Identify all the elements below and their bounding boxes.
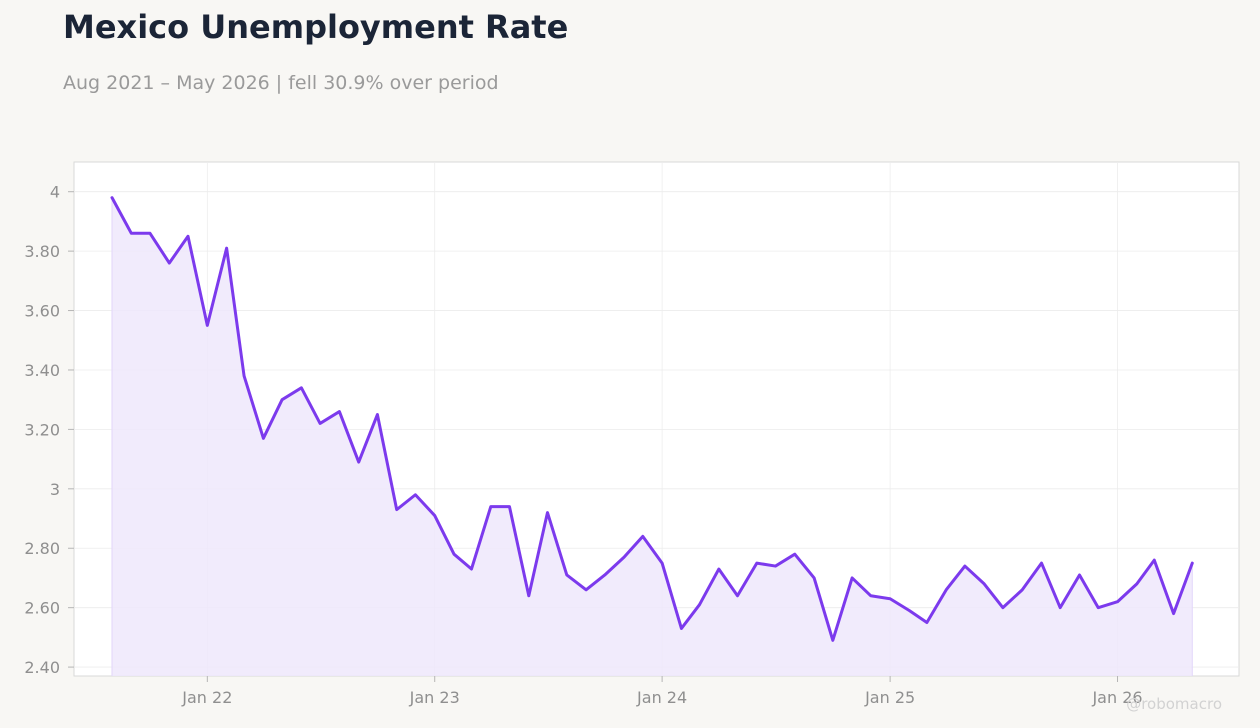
data-point (262, 437, 265, 440)
y-tick-label: 2.60 (24, 599, 60, 618)
data-point (1021, 588, 1024, 591)
x-axis: Jan 22 Jan 23 Jan 24 Jan 25 Jan 26 (181, 676, 1143, 707)
data-point (111, 196, 114, 199)
data-point (945, 588, 948, 591)
data-point (641, 535, 644, 538)
data-point (680, 627, 683, 630)
data-point (831, 639, 834, 642)
chart-subtitle: Aug 2021 – May 2026 | fell 30.9% over pe… (63, 72, 499, 94)
data-point (1191, 562, 1194, 565)
data-point (736, 594, 739, 597)
data-point (717, 568, 720, 571)
data-point (300, 386, 303, 389)
data-point (414, 493, 417, 496)
series-layer (110, 196, 1194, 676)
data-point (206, 324, 209, 327)
chart-title: Mexico Unemployment Rate (63, 8, 569, 46)
x-tick-label: Jan 23 (409, 688, 460, 707)
data-point (565, 573, 568, 576)
data-point (489, 505, 492, 508)
data-point (1135, 582, 1138, 585)
data-point (1040, 562, 1043, 565)
data-point (963, 565, 966, 568)
data-point (661, 562, 664, 565)
data-point (433, 514, 436, 517)
x-tick-label: Jan 26 (1091, 688, 1142, 707)
data-point (889, 597, 892, 600)
data-point (243, 374, 246, 377)
data-point (774, 565, 777, 568)
data-point (908, 609, 911, 612)
data-point (1153, 559, 1156, 562)
data-point (1172, 612, 1175, 615)
data-point (813, 576, 816, 579)
data-point (319, 422, 322, 425)
data-point (1059, 606, 1062, 609)
y-tick-label: 3.80 (24, 242, 60, 261)
data-point (527, 594, 530, 597)
y-tick-label: 3.40 (24, 361, 60, 380)
x-tick-label: Jan 25 (864, 688, 915, 707)
data-point (983, 582, 986, 585)
data-point (755, 562, 758, 565)
data-point (1097, 606, 1100, 609)
data-point (1001, 606, 1004, 609)
data-point (130, 232, 133, 235)
data-point (925, 621, 928, 624)
data-point (470, 568, 473, 571)
y-tick-label: 2.80 (24, 539, 60, 558)
data-point (453, 553, 456, 556)
y-tick-label: 4 (50, 183, 60, 202)
data-point (168, 262, 171, 265)
y-tick-label: 3.20 (24, 420, 60, 439)
data-point (376, 413, 379, 416)
data-point (698, 603, 701, 606)
data-point (281, 398, 284, 401)
x-tick-label: Jan 22 (181, 688, 232, 707)
data-point (357, 461, 360, 464)
data-point (395, 508, 398, 511)
data-point (585, 588, 588, 591)
y-tick-label: 3.60 (24, 302, 60, 321)
data-point (623, 556, 626, 559)
y-tick-label: 2.40 (24, 658, 60, 677)
data-point (793, 553, 796, 556)
y-axis: 2.40 2.60 2.80 3 3.20 3.40 3.60 3.80 4 (24, 183, 74, 677)
data-point (338, 410, 341, 413)
data-point (1116, 600, 1119, 603)
series-area-fill (112, 197, 1193, 676)
data-point (851, 576, 854, 579)
watermark: @robomacro (1126, 695, 1222, 713)
data-point (603, 573, 606, 576)
series-line (110, 196, 1194, 642)
data-point (869, 594, 872, 597)
x-tick-label: Jan 24 (636, 688, 687, 707)
data-point (546, 511, 549, 514)
data-point (187, 235, 190, 238)
data-point (1078, 573, 1081, 576)
data-point (149, 232, 152, 235)
y-tick-label: 3 (50, 480, 60, 499)
data-point (225, 247, 228, 250)
data-point (508, 505, 511, 508)
